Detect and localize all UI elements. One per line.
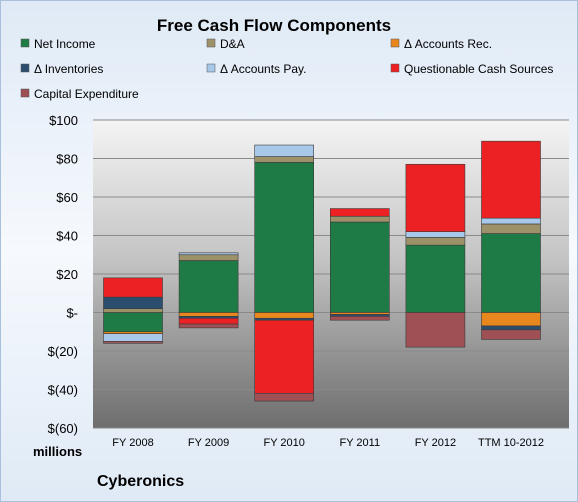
legend-label-questionable-cash-sources: Questionable Cash Sources [404, 62, 553, 76]
bar-net-income [405, 244, 466, 313]
bar-questionable-cash-sources [103, 277, 163, 298]
bar-delta-accounts-pay [405, 231, 466, 238]
legend-swatch-capital-expenditure [20, 88, 30, 98]
bar-net-income [254, 162, 314, 313]
legend-swatch-net-income [20, 38, 30, 48]
x-axis: FY 2008 FY 2009 FY 2010 FY 2011 FY 2012 TTM 1… [112, 437, 544, 449]
bar-delta-accounts-pay [103, 333, 163, 342]
bar-net-income [481, 233, 541, 313]
bar-d-a [103, 308, 163, 313]
legend-label-d-a: D&A [220, 37, 245, 51]
bar-delta-accounts-rec [254, 312, 314, 319]
bar-capital-expenditure [405, 312, 466, 348]
y-tick-label: $80 [56, 152, 78, 167]
x-tick-label: FY 2010 [264, 437, 305, 449]
bar-capital-expenditure [254, 393, 314, 402]
x-tick-label: FY 2012 [415, 437, 456, 449]
bar-questionable-cash-sources [329, 208, 390, 217]
chart-title: Free Cash Flow Components [157, 16, 391, 35]
y-tick-label: $(40) [48, 383, 78, 398]
bar-net-income [103, 312, 163, 333]
bar-delta-accounts-rec [178, 312, 239, 317]
legend: Net Income D&A Δ Accounts Rec. Δ Inventorie… [20, 37, 553, 101]
y-tick-label: $(20) [48, 344, 78, 359]
legend-swatch-delta-accounts-rec [390, 38, 400, 48]
units-label: millions [33, 444, 82, 459]
legend-label-delta-inventories: Δ Inventories [34, 62, 103, 76]
bar-delta-inventories [103, 296, 163, 309]
bar-capital-expenditure [178, 323, 239, 329]
legend-label-delta-accounts-pay: Δ Accounts Pay. [220, 62, 307, 76]
y-tick-label: $- [66, 306, 78, 321]
bar-capital-expenditure [329, 316, 390, 321]
company-name: Cyberonics [97, 473, 184, 490]
x-tick-label: TTM 10-2012 [478, 437, 544, 449]
y-tick-label: $20 [56, 267, 78, 282]
bar-capital-expenditure [103, 341, 163, 344]
y-tick-label: $100 [49, 113, 78, 128]
bar-delta-inventories [481, 325, 541, 331]
legend-label-delta-accounts-rec: Δ Accounts Rec. [404, 37, 492, 51]
bar-capital-expenditure [481, 329, 541, 340]
x-tick-label: FY 2011 [340, 437, 381, 449]
bar-questionable-cash-sources [178, 317, 239, 325]
bar-questionable-cash-sources [481, 140, 541, 219]
y-axis: $100 $80 $60 $40 $20 $- $(20) $(40) $(60) [48, 113, 78, 436]
bar-d-a [178, 254, 239, 261]
bar-delta-accounts-pay [254, 144, 314, 157]
bars [103, 140, 541, 402]
bar-d-a [254, 156, 314, 163]
legend-label-capital-expenditure: Capital Expenditure [34, 87, 139, 101]
bar-delta-accounts-pay [481, 217, 541, 225]
bar-d-a [481, 223, 541, 234]
y-tick-label: $60 [56, 190, 78, 205]
bar-net-income [329, 221, 390, 313]
bar-delta-accounts-rec [481, 312, 541, 327]
legend-label-net-income: Net Income [34, 37, 96, 51]
legend-swatch-questionable-cash-sources [390, 63, 400, 73]
y-tick-label: $(60) [48, 421, 78, 436]
legend-swatch-delta-inventories [20, 63, 30, 73]
y-tick-label: $40 [56, 229, 78, 244]
bar-questionable-cash-sources [254, 319, 314, 394]
bar-d-a [329, 215, 390, 223]
legend-swatch-d-a [206, 38, 216, 48]
bar-delta-accounts-pay [178, 252, 239, 256]
bar-d-a [405, 237, 466, 246]
legend-swatch-delta-accounts-pay [206, 63, 216, 73]
x-tick-label: FY 2009 [188, 437, 229, 449]
x-tick-label: FY 2008 [112, 437, 153, 449]
bar-net-income [178, 260, 239, 313]
bar-questionable-cash-sources [405, 163, 466, 232]
